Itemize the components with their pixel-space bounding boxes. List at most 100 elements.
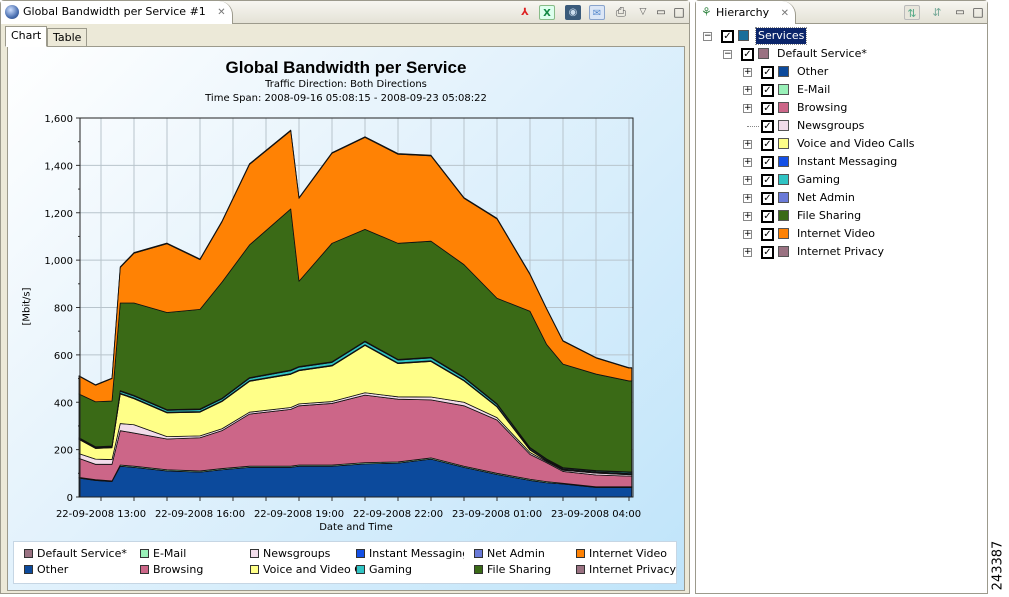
expand-tree-icon[interactable]: ⇵ (932, 6, 942, 19)
color-swatch (778, 84, 789, 95)
hierarchy-tab-title: Hierarchy (716, 6, 770, 19)
expand-icon[interactable]: + (743, 175, 752, 185)
y-tick-label: 0 (67, 493, 73, 504)
x-tick-label: 22-09-2008 13:00 (56, 509, 146, 520)
tree-label[interactable]: Services (754, 27, 808, 45)
sort-tree-icon[interactable]: ⇅ (904, 5, 920, 20)
checkbox[interactable]: ✓ (761, 156, 774, 169)
checkbox[interactable]: ✓ (761, 120, 774, 133)
color-swatch (778, 228, 789, 239)
legend-swatch (576, 565, 585, 574)
checkbox[interactable]: ✓ (761, 138, 774, 151)
legend-swatch (356, 549, 365, 558)
close-icon[interactable]: ✕ (780, 8, 790, 19)
tree-label[interactable]: Newsgroups (797, 119, 865, 132)
expand-icon[interactable]: + (743, 157, 752, 167)
minimize-icon[interactable]: ▭ (656, 7, 666, 18)
legend-item: Voice and Video Ca (250, 563, 358, 576)
maximize-icon[interactable]: □ (673, 5, 685, 19)
checkbox[interactable]: ✓ (761, 192, 774, 205)
figure-id-text: 243387 (990, 540, 1006, 591)
checkbox-services[interactable]: ✓ (721, 30, 734, 43)
tree-label[interactable]: File Sharing (797, 209, 862, 222)
legend-swatch (576, 549, 585, 558)
tree-label[interactable]: Internet Privacy (797, 245, 885, 258)
camera-icon[interactable]: ◉ (565, 5, 581, 20)
x-tick-label: 23-09-2008 01:00 (452, 509, 542, 520)
minimize-icon[interactable]: ▭ (955, 7, 965, 18)
checkbox[interactable]: ✓ (761, 84, 774, 97)
legend-swatch (24, 565, 33, 574)
y-tick-label: 600 (54, 351, 73, 362)
hierarchy-tree-icon: ⚘ (701, 5, 712, 19)
tree-label[interactable]: E-Mail (797, 83, 831, 96)
tree-node-newsgroups[interactable]: ✓ Newsgroups (696, 118, 976, 134)
maximize-icon[interactable]: □ (972, 5, 984, 19)
tab-hierarchy[interactable]: ⚘ Hierarchy ✕ (696, 1, 796, 24)
tree-node-instant-messaging[interactable]: + ✓ Instant Messaging (696, 154, 976, 170)
collapse-icon[interactable]: − (723, 49, 732, 59)
checkbox-default-service[interactable]: ✓ (741, 48, 754, 61)
tree-label[interactable]: Default Service* (777, 47, 867, 60)
expand-icon[interactable]: + (743, 229, 752, 239)
tree-label[interactable]: Net Admin (797, 191, 855, 204)
legend-swatch (250, 565, 259, 574)
view-menu-icon[interactable]: ▽ (639, 7, 647, 17)
legend-label: Voice and Video Ca (263, 563, 358, 576)
tree-node-voice-and-video-calls[interactable]: + ✓ Voice and Video Calls (696, 136, 976, 152)
chart-time-span: Time Span: 2008-09-16 05:08:15 - 2008-09… (205, 93, 487, 104)
expand-icon[interactable]: + (743, 247, 752, 257)
tree-node-net-admin[interactable]: + ✓ Net Admin (696, 190, 976, 206)
hierarchy-panel: ⚘ Hierarchy ✕ ⇅ ⇵ ▭ □ − ✓ Services − ✓ D… (695, 0, 988, 594)
legend-label: E-Mail (153, 547, 187, 560)
figure-id: 243387 (990, 540, 1007, 592)
checkbox[interactable]: ✓ (761, 102, 774, 115)
legend-swatch (140, 549, 149, 558)
tree-label[interactable]: Voice and Video Calls (797, 137, 915, 150)
checkbox[interactable]: ✓ (761, 228, 774, 241)
expand-icon[interactable]: + (743, 67, 752, 77)
tab-global-bandwidth[interactable]: Global Bandwidth per Service #1 ✕ (1, 1, 233, 24)
hierarchy-tab-strip: ⚘ Hierarchy ✕ ⇅ ⇵ ▭ □ (696, 1, 987, 24)
expand-icon[interactable]: + (743, 85, 752, 95)
tree-label[interactable]: Other (797, 65, 829, 78)
print-icon[interactable]: ⎙ (615, 5, 627, 20)
expand-icon[interactable]: + (743, 103, 752, 113)
close-icon[interactable]: ✕ (217, 7, 226, 18)
legend-item: Instant Messaging (356, 547, 464, 560)
legend-item: Gaming (356, 563, 464, 576)
tree-node-internet-video[interactable]: + ✓ Internet Video (696, 226, 976, 242)
tree-node-browsing[interactable]: + ✓ Browsing (696, 100, 976, 116)
tree-node-default-service[interactable]: − ✓ Default Service* (696, 46, 976, 62)
legend-item: E-Mail (140, 547, 248, 560)
tree-label[interactable]: Instant Messaging (797, 155, 898, 168)
plot-frame (79, 117, 634, 498)
checkbox[interactable]: ✓ (761, 210, 774, 223)
checkbox[interactable]: ✓ (761, 66, 774, 79)
y-tick-label: 800 (54, 304, 73, 315)
legend-item: Newsgroups (250, 547, 358, 560)
tree-node-file-sharing[interactable]: + ✓ File Sharing (696, 208, 976, 224)
expand-icon[interactable]: + (743, 193, 752, 203)
tree-node-gaming[interactable]: + ✓ Gaming (696, 172, 976, 188)
tab-table[interactable]: Table (47, 28, 88, 47)
tree-node-services[interactable]: − ✓ Services (696, 27, 976, 45)
email-icon[interactable]: ✉ (589, 5, 605, 20)
checkbox[interactable]: ✓ (761, 174, 774, 187)
expand-icon[interactable]: + (743, 211, 752, 221)
hierarchy-tree: − ✓ Services − ✓ Default Service* + ✓ Othe… (696, 25, 987, 593)
expand-icon[interactable]: + (743, 139, 752, 149)
tree-label[interactable]: Gaming (797, 173, 840, 186)
x-tick-label: 22-09-2008 22:00 (353, 509, 443, 520)
color-swatch (778, 156, 789, 167)
tree-node-e-mail[interactable]: + ✓ E-Mail (696, 82, 976, 98)
tree-label[interactable]: Internet Video (797, 227, 875, 240)
collapse-icon[interactable]: − (703, 31, 712, 41)
excel-export-icon[interactable]: X (539, 5, 555, 20)
checkbox[interactable]: ✓ (761, 246, 774, 259)
tree-node-other[interactable]: + ✓ Other (696, 64, 976, 80)
tree-label[interactable]: Browsing (797, 101, 848, 114)
pdf-export-icon[interactable]: ⅄ (521, 7, 529, 18)
tab-chart[interactable]: Chart (5, 26, 48, 47)
tree-node-internet-privacy[interactable]: + ✓ Internet Privacy (696, 244, 976, 260)
